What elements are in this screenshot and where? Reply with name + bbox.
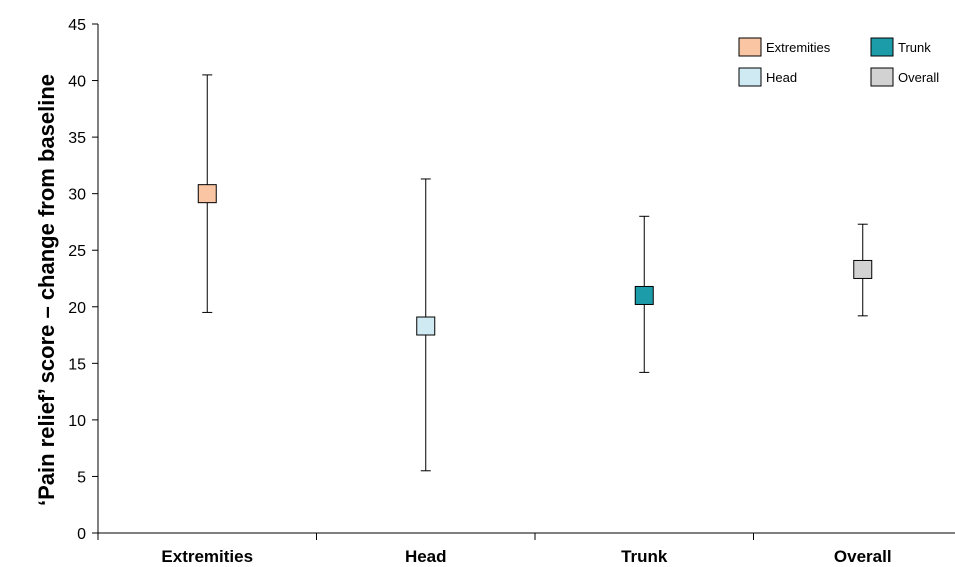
legend-swatch (870, 67, 894, 87)
x-category-label: Overall (834, 547, 892, 566)
data-point (634, 285, 654, 305)
y-tick-label: 35 (68, 130, 86, 147)
axes (97, 24, 955, 534)
legend-label: Overall (898, 70, 939, 85)
data-point (853, 259, 873, 279)
legend: Extremities Trunk Head Overall (738, 37, 939, 87)
y-tick-label: 30 (68, 187, 86, 204)
y-axis-label: ‘Pain relief’ score – change from baseli… (34, 74, 59, 506)
legend-label: Extremities (766, 40, 831, 55)
x-category-label: Head (405, 547, 447, 566)
x-category-label: Trunk (621, 547, 668, 566)
y-tick-label: 40 (68, 74, 86, 91)
y-tick-label: 25 (68, 243, 86, 260)
legend-label: Trunk (898, 40, 931, 55)
x-category-label: Extremities (161, 547, 253, 566)
legend-swatch (738, 67, 762, 87)
y-tick-label: 20 (68, 300, 86, 317)
y-tick-label: 0 (77, 526, 86, 543)
data-marks (197, 74, 873, 472)
y-tick-label: 5 (77, 469, 86, 486)
data-point (197, 184, 217, 204)
legend-label: Head (766, 70, 797, 85)
y-axis-ticks: 0 5 10 15 20 25 30 35 40 45 (68, 17, 98, 543)
x-axis-ticks: Extremities Head Trunk Overall (97, 533, 892, 566)
y-tick-label: 45 (68, 17, 86, 34)
legend-swatch (870, 37, 894, 57)
data-point (416, 316, 436, 336)
y-tick-label: 15 (68, 356, 86, 373)
y-tick-label: 10 (68, 413, 86, 430)
legend-swatch (738, 37, 762, 57)
